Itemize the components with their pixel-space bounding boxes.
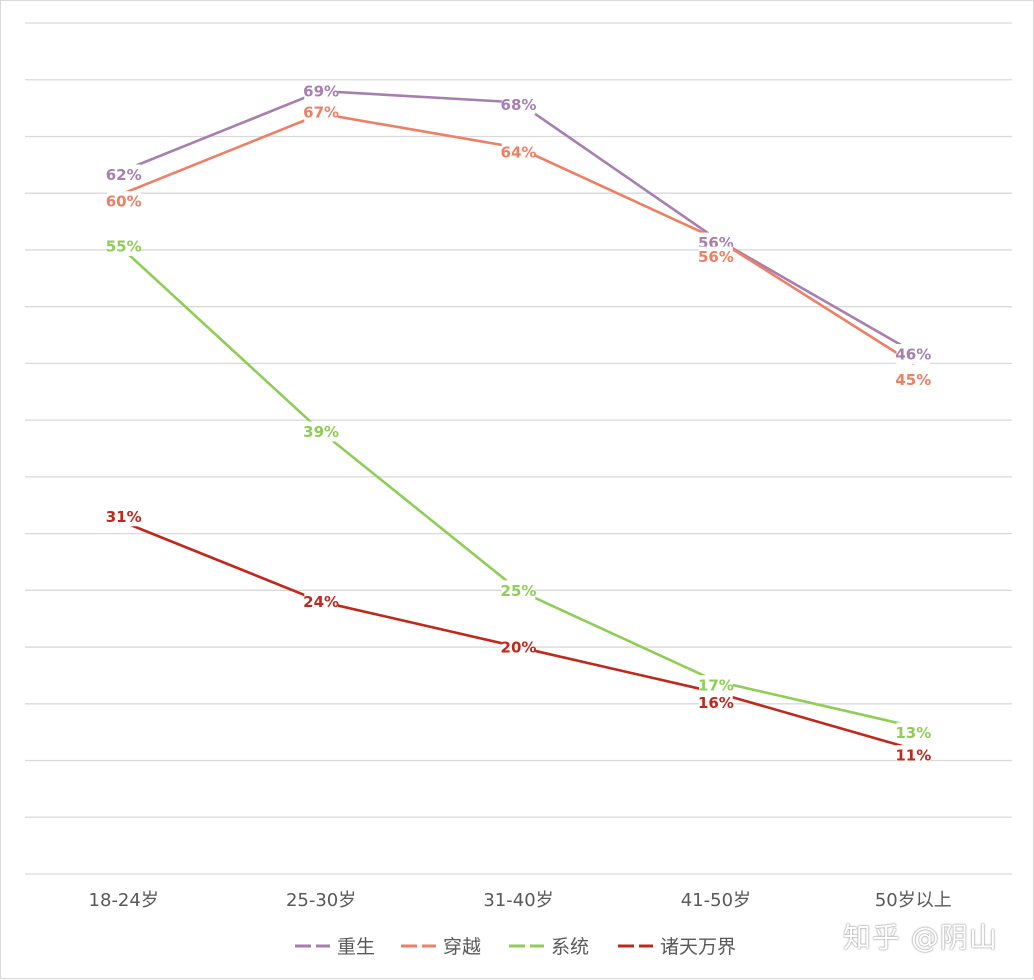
- data-label-bg: [304, 591, 338, 612]
- data-label-bg: [699, 246, 733, 267]
- x-tick-label: 25-30岁: [286, 890, 356, 911]
- data-label: 62%: [106, 166, 142, 184]
- data-label: 16%: [698, 694, 734, 712]
- data-label-bg: [501, 637, 536, 658]
- legend-item: 诸天万界: [618, 936, 736, 958]
- data-label-bg: [896, 344, 931, 365]
- x-tick-label: 18-24岁: [89, 890, 159, 911]
- data-label-bg: [699, 675, 733, 696]
- series-line-0: [122, 89, 915, 354]
- legend-item: 系统: [509, 936, 589, 958]
- data-label: 31%: [106, 508, 142, 526]
- data-label: 60%: [106, 193, 142, 211]
- data-label-bg: [896, 745, 931, 766]
- x-tick-label: 41-50岁: [681, 890, 751, 911]
- data-label: 69%: [303, 83, 339, 101]
- data-label-bg: [106, 506, 141, 527]
- x-tick-label: 31-40岁: [483, 890, 553, 911]
- data-label-bg: [106, 164, 141, 185]
- data-label-bg: [304, 421, 338, 442]
- watermark: 知乎 @阴山: [843, 921, 998, 954]
- data-label-bg: [304, 81, 338, 102]
- legend-label: 穿越: [443, 936, 481, 958]
- data-label: 13%: [895, 724, 931, 742]
- data-label-bg: [501, 141, 536, 162]
- legend-label: 诸天万界: [660, 936, 736, 958]
- legend-label: 系统: [551, 936, 589, 958]
- data-label: 24%: [303, 593, 339, 611]
- data-label: 56%: [698, 248, 734, 266]
- data-label: 64%: [501, 143, 537, 161]
- data-label: 17%: [698, 677, 734, 695]
- data-label: 20%: [501, 639, 537, 657]
- data-label-bg: [896, 369, 931, 390]
- legend-label: 重生: [337, 936, 375, 958]
- legend-item: 穿越: [401, 936, 481, 958]
- data-labels: 62%69%68%56%46%60%67%64%56%45%55%39%25%1…: [106, 81, 931, 766]
- data-label: 25%: [501, 582, 537, 600]
- data-label: 68%: [501, 96, 537, 114]
- data-label: 39%: [303, 423, 339, 441]
- data-label-bg: [501, 580, 536, 601]
- data-label-bg: [501, 94, 536, 115]
- legend: 重生 穿越 系统 诸天万界: [295, 936, 736, 958]
- data-label: 45%: [895, 371, 931, 389]
- data-label: 55%: [106, 237, 142, 255]
- series-line-3: [122, 520, 915, 751]
- x-axis: 18-24岁 25-30岁 31-40岁 41-50岁 50岁以上: [89, 890, 952, 911]
- data-label-bg: [106, 235, 141, 256]
- legend-item: 重生: [295, 936, 375, 958]
- data-label-bg: [896, 722, 931, 743]
- data-label-bg: [304, 101, 338, 122]
- data-label: 11%: [895, 747, 931, 765]
- x-tick-label: 50岁以上: [875, 890, 952, 911]
- data-label: 67%: [303, 103, 339, 121]
- data-label: 46%: [895, 346, 931, 364]
- data-label-bg: [699, 692, 733, 713]
- data-label-bg: [106, 191, 141, 212]
